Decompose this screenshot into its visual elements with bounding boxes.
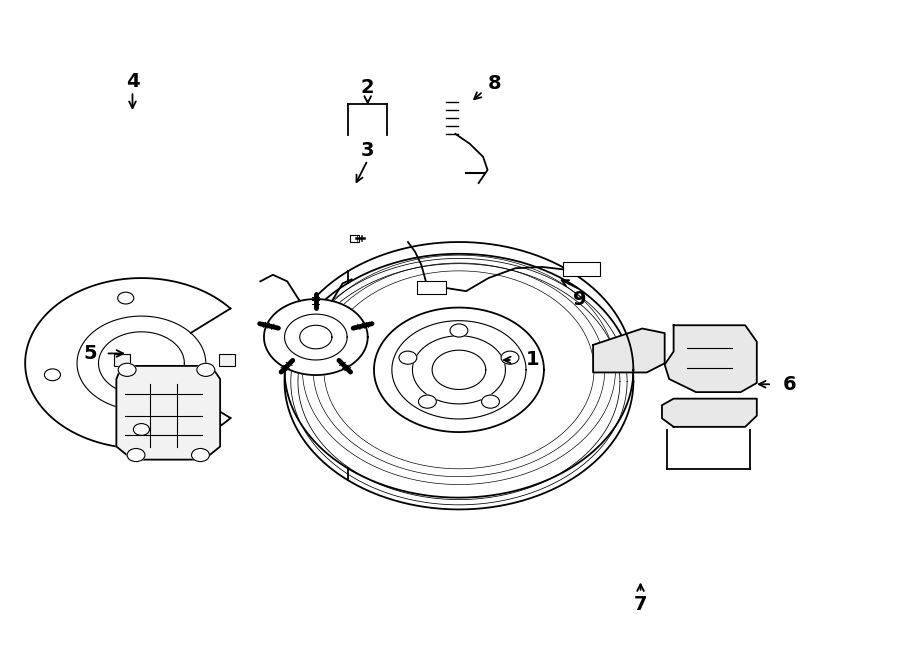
- Polygon shape: [412, 336, 506, 404]
- Circle shape: [192, 448, 210, 461]
- Circle shape: [118, 364, 136, 376]
- Text: 2: 2: [361, 79, 374, 97]
- Polygon shape: [665, 325, 757, 392]
- Text: 8: 8: [488, 74, 501, 93]
- Polygon shape: [374, 307, 544, 432]
- Polygon shape: [116, 366, 220, 459]
- Text: 7: 7: [634, 595, 647, 614]
- Text: 5: 5: [84, 344, 97, 363]
- Bar: [113, 354, 130, 366]
- Text: 6: 6: [783, 375, 796, 394]
- Polygon shape: [662, 399, 757, 427]
- Circle shape: [450, 324, 468, 337]
- Bar: [562, 262, 600, 276]
- Bar: [417, 282, 446, 294]
- Polygon shape: [593, 329, 665, 372]
- Text: 1: 1: [526, 350, 539, 369]
- Circle shape: [399, 351, 417, 364]
- Bar: [220, 354, 235, 366]
- Circle shape: [127, 448, 145, 461]
- Polygon shape: [264, 299, 368, 375]
- Text: 9: 9: [573, 290, 587, 309]
- Circle shape: [133, 424, 149, 436]
- Circle shape: [197, 364, 215, 376]
- Circle shape: [501, 351, 519, 364]
- Bar: [350, 235, 359, 242]
- Circle shape: [482, 395, 500, 408]
- Circle shape: [418, 395, 436, 408]
- Circle shape: [118, 292, 134, 304]
- Text: 4: 4: [126, 72, 140, 91]
- Circle shape: [44, 369, 60, 381]
- Text: 3: 3: [361, 141, 374, 160]
